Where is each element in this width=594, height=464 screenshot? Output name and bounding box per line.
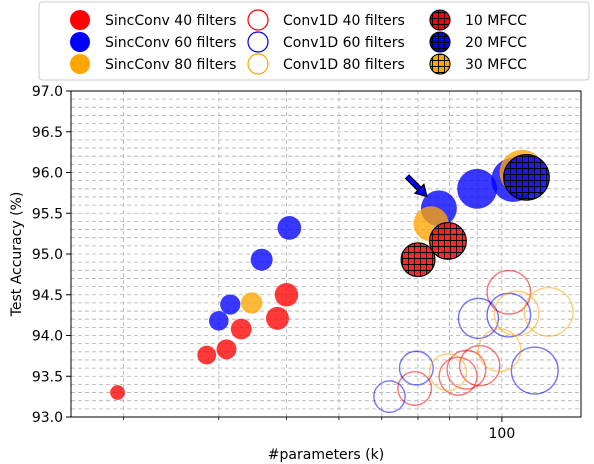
data-points bbox=[110, 149, 574, 413]
data-point bbox=[240, 292, 263, 314]
legend-label: Conv1D 60 filters bbox=[283, 35, 405, 51]
data-point-hatch bbox=[503, 153, 550, 201]
data-point-hatch bbox=[429, 222, 467, 260]
data-point bbox=[274, 282, 299, 307]
arrow-shaft bbox=[405, 175, 423, 192]
data-point bbox=[110, 385, 125, 400]
data-point bbox=[209, 311, 229, 331]
y-tick-label: 94.5 bbox=[32, 288, 63, 304]
legend-marker bbox=[247, 31, 269, 53]
x-tick-label: 100 bbox=[489, 426, 516, 442]
legend-label: SincConv 80 filters bbox=[105, 57, 236, 73]
data-point bbox=[428, 353, 468, 392]
data-point bbox=[220, 294, 241, 315]
legend-label: Conv1D 40 filters bbox=[283, 13, 405, 29]
axis-ticks: 93.0 93.5 94.0 94.5 95.0 95.5 96.0 96.5 97.0 100 bbox=[32, 84, 515, 442]
y-axis-label: Test Accuracy (%) bbox=[9, 192, 25, 318]
data-point bbox=[216, 339, 237, 360]
y-tick-label: 96.5 bbox=[32, 125, 63, 141]
data-point bbox=[477, 328, 522, 373]
data-point bbox=[197, 345, 217, 365]
legend-marker bbox=[70, 10, 90, 30]
legend-marker-hatch bbox=[429, 31, 451, 53]
legend-label: SincConv 40 filters bbox=[105, 13, 236, 29]
data-point bbox=[523, 286, 574, 337]
arrow-head bbox=[413, 183, 428, 198]
legend-label: SincConv 60 filters bbox=[105, 35, 236, 51]
legend-marker bbox=[247, 9, 269, 31]
y-tick-label: 95.0 bbox=[32, 247, 63, 263]
legend: SincConv 40 filters SincConv 60 filters Si… bbox=[38, 1, 590, 81]
data-point bbox=[230, 318, 252, 340]
data-point bbox=[373, 380, 406, 413]
legend-label: Conv1D 80 filters bbox=[283, 57, 405, 73]
legend-marker bbox=[70, 54, 90, 74]
data-point bbox=[457, 297, 500, 340]
legend-box bbox=[38, 1, 590, 81]
legend-marker-hatch bbox=[429, 53, 451, 75]
legend-marker bbox=[70, 32, 90, 52]
data-point bbox=[398, 350, 434, 386]
y-tick-label: 94.0 bbox=[32, 329, 63, 345]
data-point bbox=[510, 346, 559, 395]
data-point-hatch bbox=[400, 242, 436, 278]
y-tick-label: 96.0 bbox=[32, 166, 63, 182]
data-point bbox=[265, 306, 289, 330]
data-point bbox=[250, 248, 273, 271]
annotation-arrow bbox=[404, 174, 428, 198]
data-point bbox=[457, 168, 498, 209]
data-point bbox=[277, 216, 302, 240]
y-tick-label: 93.5 bbox=[32, 369, 63, 385]
legend-marker bbox=[247, 53, 269, 75]
data-point bbox=[397, 371, 433, 406]
y-tick-label: 95.5 bbox=[32, 206, 63, 222]
data-point bbox=[486, 269, 532, 315]
legend-marker-hatch bbox=[429, 9, 451, 31]
legend-label: 20 MFCC bbox=[465, 35, 527, 51]
x-axis-label: #parameters (k) bbox=[268, 447, 384, 463]
legend-label: 30 MFCC bbox=[465, 57, 527, 73]
y-tick-label: 93.0 bbox=[32, 410, 63, 426]
legend-label: 10 MFCC bbox=[465, 13, 527, 29]
data-point bbox=[493, 290, 540, 337]
grid bbox=[71, 91, 581, 417]
y-tick-label: 97.0 bbox=[32, 84, 63, 100]
data-point bbox=[458, 344, 501, 387]
